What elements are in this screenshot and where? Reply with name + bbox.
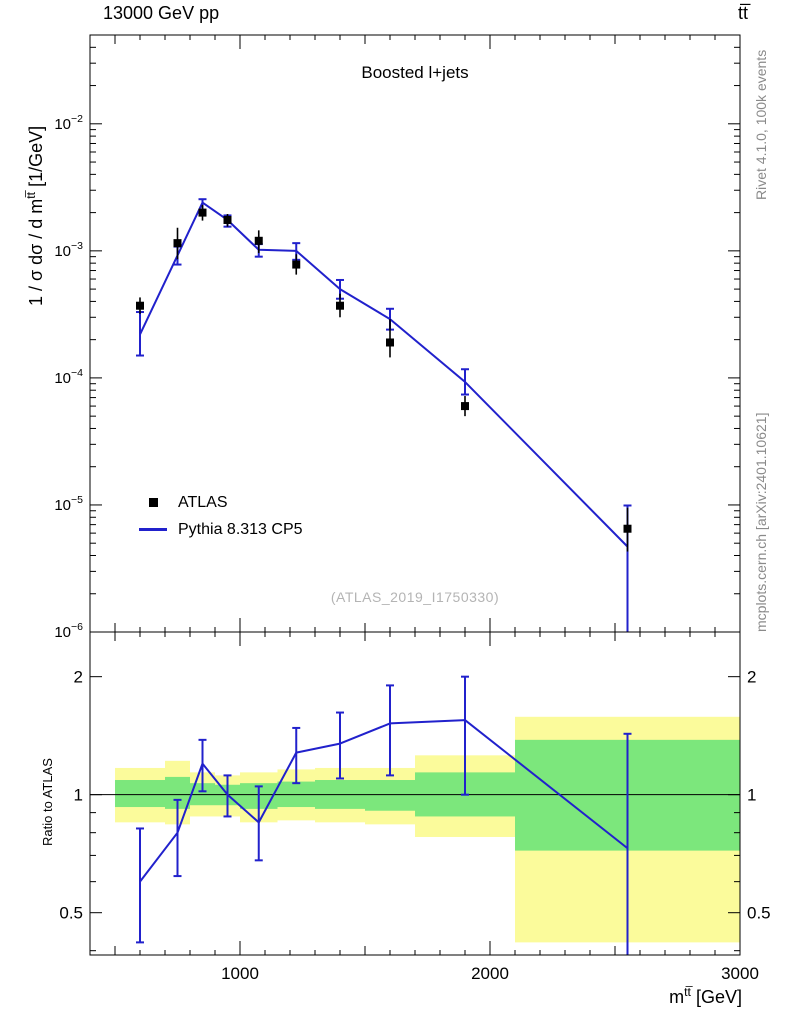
legend-label-pythia: Pythia 8.313 CP5: [178, 520, 303, 538]
main-panel-content: [136, 198, 632, 632]
atlas-square-marker-icon: [148, 498, 158, 507]
legend-item-atlas: ATLAS: [136, 489, 303, 516]
x-axis-label-post: [GeV]: [690, 987, 742, 1007]
plot-title: Boosted l+jets: [361, 63, 469, 82]
legend-item-pythia: Pythia 8.313 CP5: [136, 516, 303, 543]
y-tick-label: 10−2: [54, 113, 83, 133]
x-tick-label: 1000: [221, 964, 259, 983]
uncertainty-band-inner: [365, 780, 415, 811]
data-point-marker: [173, 239, 182, 248]
mc-prediction-line: [139, 201, 629, 548]
x-axis-label: mtt̅ [GeV]: [669, 985, 742, 1008]
data-point-marker: [386, 338, 394, 347]
ratio-tick-label-left: 1: [74, 786, 83, 805]
y-axis-label-post: [1/GeV]: [26, 125, 46, 192]
pythia-line-marker-icon: [139, 528, 167, 531]
mcplots-reference-label: mcplots.cern.ch [arXiv:2401.10621]: [753, 412, 769, 632]
ratio-tick-label-right: 0.5: [747, 904, 771, 923]
analysis-watermark: (ATLAS_2019_I1750330): [330, 589, 500, 605]
pythia-marker-wrap: [136, 528, 170, 531]
x-tick-label: 2000: [471, 964, 509, 983]
y-tick-label: 10−5: [54, 494, 83, 514]
y-tick-label: 10−3: [54, 240, 83, 260]
ratio-tick-label-right: 2: [747, 668, 756, 687]
data-point-marker: [254, 236, 263, 245]
x-axis-label-sup: tt̅: [684, 985, 691, 999]
ratio-panel-content: [90, 675, 740, 955]
legend-label-atlas: ATLAS: [178, 493, 228, 511]
data-point-marker: [136, 301, 144, 310]
rivet-version-label: Rivet 4.1.0, 100k events: [753, 49, 769, 200]
beam-energy-label: 13000 GeV pp: [103, 3, 220, 23]
atlas-marker-wrap: [136, 498, 170, 507]
mc-ratio-line: [139, 719, 629, 883]
x-axis-label-pre: m: [669, 987, 685, 1007]
data-point-marker: [198, 208, 207, 217]
data-point-marker: [461, 402, 469, 411]
ratio-tick-label-left: 0.5: [59, 904, 83, 923]
ratio-axis-label: Ratio to ATLAS: [40, 758, 55, 846]
y-axis-label-sup: tt̅: [24, 191, 38, 199]
process-label: tt̅: [737, 3, 748, 23]
y-axis-label-pre: 1 / σ dσ / d m: [26, 198, 46, 306]
uncertainty-band-inner: [115, 780, 165, 808]
ratio-tick-label-left: 2: [74, 668, 83, 687]
y-axis-label: 1 / σ dσ / d mtt̅ [1/GeV]: [24, 126, 47, 306]
y-tick-label: 10−4: [54, 367, 83, 387]
data-point-marker: [292, 260, 301, 269]
ratio-tick-label-right: 1: [747, 786, 756, 805]
x-tick-label: 3000: [721, 964, 759, 983]
y-tick-label: 10−6: [54, 621, 83, 641]
legend: ATLAS Pythia 8.313 CP5: [136, 489, 303, 543]
data-point-marker: [623, 524, 632, 533]
data-point-marker: [223, 215, 232, 224]
data-point-marker: [336, 301, 344, 310]
